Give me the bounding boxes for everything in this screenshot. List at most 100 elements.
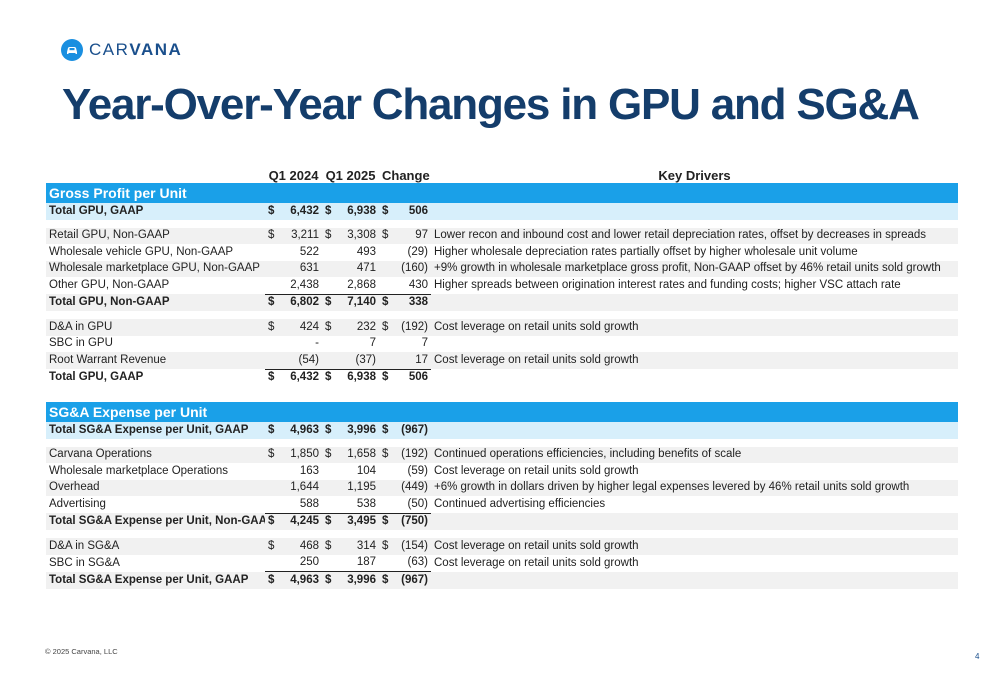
key-driver: Continued operations efficiencies, inclu…	[431, 446, 958, 463]
cell-q1-2024: (54)	[265, 352, 322, 370]
cell-q1-2025: $314	[322, 538, 379, 555]
cell-change: $97	[379, 227, 431, 244]
cell-q1-2025: $3,495	[322, 513, 379, 530]
header-q1-2024: Q1 2024	[268, 168, 319, 183]
cell-value: 3,308	[347, 229, 376, 242]
cell-change: $ (750)	[379, 513, 431, 530]
cell-value: 314	[356, 539, 376, 552]
cell-value: 538	[356, 497, 376, 510]
spacer-cell	[46, 394, 958, 402]
section-title: Gross Profit per Unit	[46, 183, 958, 203]
currency-symbol: $	[268, 423, 275, 436]
table-row: Advertising 588 538 (50) Continued advertisi…	[46, 496, 958, 514]
currency-symbol: $	[382, 371, 389, 384]
table-row: Retail GPU, Non-GAAP $3,211 $3,308 $97 Lower…	[46, 227, 958, 244]
cell-q1-2025: $232	[322, 319, 379, 336]
table-row: Wholesale marketplace Operations 163 104 (5…	[46, 463, 958, 480]
copyright-footer: © 2025 Carvana, LLC	[45, 647, 118, 656]
cell-q1-2025: 493	[322, 244, 379, 261]
cell-value: 250	[299, 556, 319, 569]
key-driver	[431, 571, 958, 589]
cell-q1-2024: 163	[265, 463, 322, 480]
cell-change: (449)	[379, 479, 431, 496]
key-driver	[431, 294, 958, 311]
section-header-row: Gross Profit per Unit	[46, 183, 958, 203]
cell-value: 2,868	[347, 278, 376, 291]
section-title: SG&A Expense per Unit	[46, 402, 958, 422]
spacer-row	[46, 394, 958, 402]
cell-value: (50)	[407, 497, 428, 510]
cell-change: 430	[379, 277, 431, 295]
key-driver: Cost leverage on retail units sold growt…	[431, 538, 958, 555]
key-driver: Lower recon and inbound cost and lower r…	[431, 227, 958, 244]
row-label: Retail GPU, Non-GAAP	[46, 227, 265, 244]
table-row: Wholesale marketplace GPU, Non-GAAP 631 47…	[46, 260, 958, 277]
spacer-row	[46, 386, 958, 394]
currency-symbol: $	[382, 204, 389, 217]
header-key-drivers: Key Drivers	[658, 168, 731, 183]
cell-change: (29)	[379, 244, 431, 261]
row-label: Total GPU, GAAP	[49, 371, 144, 383]
header-change: Change	[382, 168, 430, 183]
currency-symbol: $	[382, 229, 389, 242]
cell-change: (59)	[379, 463, 431, 480]
currency-symbol: $	[382, 448, 389, 461]
cell-q1-2025: $6,938	[322, 369, 379, 386]
cell-value: 17	[415, 353, 428, 366]
cell-change: $338	[379, 294, 431, 311]
cell-value: 6,938	[347, 204, 376, 217]
spacer-row	[46, 220, 958, 228]
cell-q1-2025: $3,308	[322, 227, 379, 244]
currency-symbol: $	[325, 448, 332, 461]
currency-symbol: $	[325, 423, 332, 436]
cell-value: 1,644	[290, 481, 319, 494]
cell-value: (967)	[401, 573, 428, 586]
cell-value: 2,438	[290, 278, 319, 291]
cell-change: (160)	[379, 260, 431, 277]
currency-symbol: $	[325, 515, 332, 528]
currency-symbol: $	[382, 573, 389, 586]
row-label: Total GPU, GAAP	[46, 203, 265, 220]
total-row: Total GPU, GAAP $6,432 $6,938 $506	[46, 369, 958, 386]
table-row: Root Warrant Revenue (54) (37) 17 Cost lever…	[46, 352, 958, 370]
currency-symbol: $	[382, 296, 389, 309]
cell-change: $ (967)	[379, 422, 431, 439]
cell-value: (37)	[355, 353, 376, 366]
cell-q1-2025: $3,996	[322, 422, 379, 439]
cell-value: 4,963	[290, 423, 319, 436]
currency-symbol: $	[268, 296, 275, 309]
cell-value: 232	[356, 320, 376, 333]
key-driver: +6% growth in dollars driven by higher l…	[431, 479, 958, 496]
currency-symbol: $	[325, 204, 332, 217]
table-row: SBC in GPU - 7 7	[46, 336, 958, 353]
cell-q1-2025: 187	[322, 554, 379, 572]
row-label: Wholesale vehicle GPU, Non-GAAP	[49, 245, 234, 258]
currency-symbol: $	[268, 371, 275, 384]
row-label: Total GPU, Non-GAAP	[46, 294, 265, 311]
key-driver: Cost leverage on retail units sold growt…	[434, 556, 639, 569]
cell-value: (59)	[407, 464, 428, 477]
cell-change: 17	[379, 352, 431, 370]
currency-symbol: $	[325, 320, 332, 333]
currency-symbol: $	[382, 539, 389, 552]
currency-symbol: $	[325, 296, 332, 309]
cell-change: $ (192)	[379, 319, 431, 336]
spacer-cell	[46, 311, 958, 319]
table-row: Carvana Operations $1,850 $1,658 $ (192) Cont…	[46, 446, 958, 463]
currency-symbol: $	[382, 320, 389, 333]
cell-value: 4,963	[290, 573, 319, 586]
cell-q1-2024: $424	[265, 319, 322, 336]
cell-value: (63)	[407, 556, 428, 569]
page-number: 4	[975, 652, 980, 661]
table-row: Wholesale vehicle GPU, Non-GAAP 522 493 (29…	[46, 244, 958, 261]
table-row: D&A in SG&A $468 $314 $ (154) Cost leverage o…	[46, 538, 958, 555]
key-driver: Higher wholesale depreciation rates part…	[434, 245, 858, 258]
cell-value: (449)	[401, 481, 428, 494]
carvana-wordmark: CARVANA	[89, 40, 183, 59]
cell-value: 1,850	[290, 448, 319, 461]
carvana-logo-icon	[61, 39, 83, 61]
spacer-cell	[46, 386, 958, 394]
key-driver: +9% growth in wholesale marketplace gros…	[431, 260, 958, 277]
cell-change: $506	[379, 369, 431, 386]
row-label: Other GPU, Non-GAAP	[49, 279, 170, 291]
